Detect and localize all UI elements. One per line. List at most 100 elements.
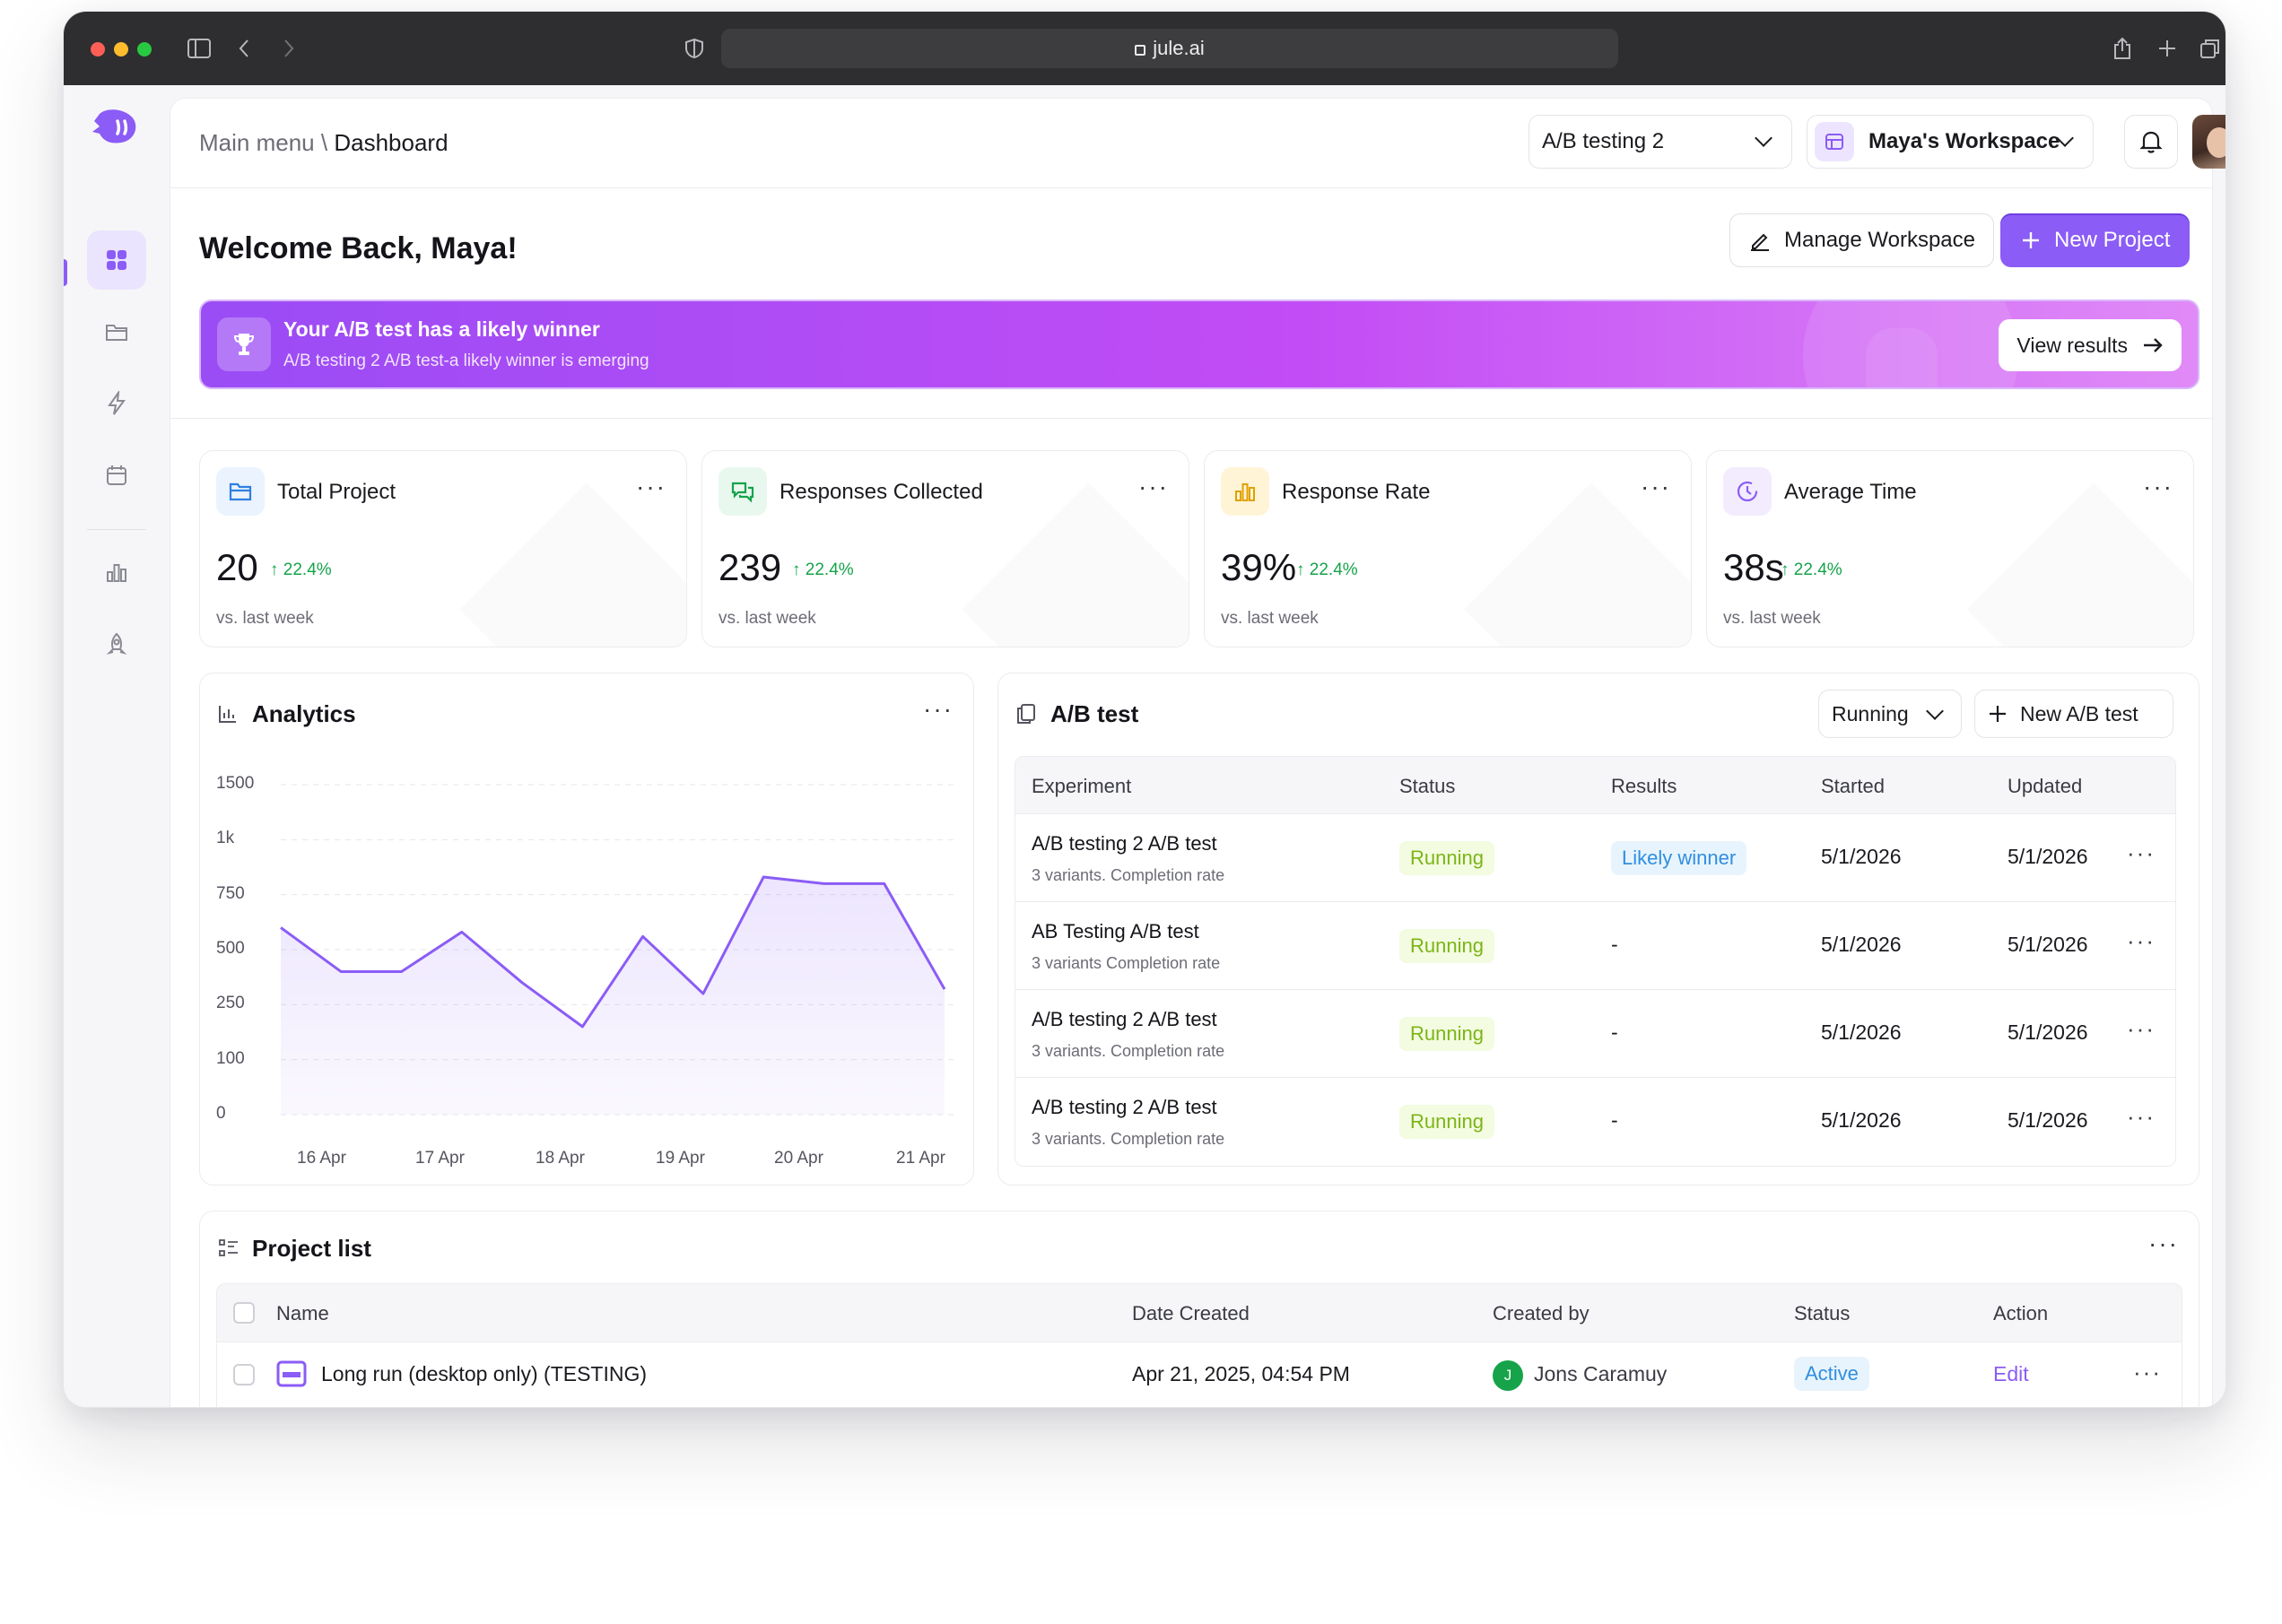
stat-label: Total Project [277, 480, 396, 504]
column-header[interactable]: Action [1993, 1302, 2049, 1324]
app-shell: Main menu \ Dashboard A/B testing 2 Maya… [64, 85, 2225, 1407]
result-value: - [1611, 1108, 1618, 1132]
experiment-name[interactable]: A/B testing 2 A/B test [1032, 832, 1217, 855]
notifications-button[interactable] [2124, 115, 2178, 169]
table-row[interactable]: Long run (desktop only) (TESTING) Apr 21… [216, 1342, 2182, 1407]
column-header[interactable]: Results [1611, 775, 1677, 797]
new-tab-icon[interactable] [2154, 35, 2181, 62]
lock-icon [1135, 45, 1146, 56]
stat-footnote: vs. last week [1723, 609, 1821, 628]
stat-card-total-project: Total Project ··· 20 ↑ 22.4% vs. last we… [199, 450, 687, 647]
view-results-button[interactable]: View results [1999, 319, 2182, 371]
started-date: 5/1/2026 [1821, 1108, 1902, 1132]
more-options-button[interactable]: ··· [1641, 473, 1671, 500]
workspace-icon [1815, 122, 1854, 161]
more-options-button[interactable]: ··· [1138, 473, 1169, 500]
browser-window: jule.ai [63, 11, 2226, 1408]
experiment-name[interactable]: AB Testing A/B test [1032, 920, 1199, 942]
workspace-select[interactable]: Maya's Workspace [1807, 115, 2094, 169]
experiment-name[interactable]: A/B testing 2 A/B test [1032, 1008, 1217, 1030]
dashboard-icon [107, 250, 126, 270]
breadcrumb-current: Dashboard [334, 129, 449, 156]
row-more-button[interactable]: ··· [2127, 1103, 2156, 1130]
stat-footnote: vs. last week [216, 609, 314, 628]
stat-footnote: vs. last week [1221, 609, 1319, 628]
new-ab-test-label: New A/B test [2020, 701, 2138, 725]
nav-projects[interactable] [87, 302, 146, 361]
nav-automations[interactable] [87, 374, 146, 433]
new-project-button[interactable]: New Project [2000, 213, 2191, 267]
project-name[interactable]: Long run (desktop only) (TESTING) [321, 1362, 648, 1385]
status-badge: Running [1399, 1017, 1494, 1051]
user-avatar[interactable] [2192, 115, 2225, 169]
nav-reports[interactable] [87, 543, 146, 602]
view-results-label: View results [2016, 333, 2128, 357]
clock-icon [1723, 467, 1772, 516]
stat-change-value: 22.4% [1793, 560, 1842, 579]
share-icon[interactable] [2109, 35, 2136, 62]
chevron-down-icon [1926, 702, 1944, 720]
sidebar-toggle-icon[interactable] [186, 35, 213, 62]
minimize-window-button[interactable] [114, 42, 128, 56]
row-more-button[interactable]: ··· [2127, 927, 2156, 954]
shield-icon[interactable] [681, 35, 708, 62]
experiment-detail: 3 variants Completion rate [1032, 954, 1221, 972]
column-header[interactable]: Updated [2008, 775, 2083, 797]
ab-status-filter-value: Running [1832, 701, 1909, 725]
table-row[interactable]: A/B testing 2 A/B test 3 variants. Compl… [1015, 990, 2175, 1078]
more-options-button[interactable]: ··· [636, 473, 666, 500]
chart-icon [219, 706, 236, 723]
card-decoration [1464, 482, 1691, 647]
select-all-checkbox[interactable] [233, 1302, 255, 1324]
new-ab-test-button[interactable]: New A/B test [1974, 690, 2173, 738]
nav-launch[interactable] [87, 614, 146, 673]
table-row[interactable]: AB Testing A/B test 3 variants Completio… [1015, 902, 2175, 990]
breadcrumb-root[interactable]: Main menu [199, 129, 315, 156]
tabs-overview-icon[interactable] [2197, 35, 2224, 62]
forward-icon[interactable] [275, 35, 302, 62]
stat-footnote: vs. last week [719, 609, 816, 628]
zoom-window-button[interactable] [137, 42, 152, 56]
table-row[interactable]: A/B testing 2 A/B test 3 variants. Compl… [1015, 814, 2175, 902]
x-tick-label: 16 Apr [297, 1149, 346, 1168]
experiment-name[interactable]: A/B testing 2 A/B test [1032, 1096, 1217, 1118]
more-options-button[interactable]: ··· [2143, 473, 2173, 500]
ab-test-title: A/B test [1050, 700, 1139, 727]
y-tick-label: 1k [216, 829, 235, 848]
column-header[interactable]: Created by [1493, 1302, 1590, 1324]
updated-date: 5/1/2026 [2008, 1108, 2088, 1132]
nav-dashboard[interactable] [87, 230, 146, 290]
more-options-button[interactable]: ··· [2148, 1229, 2179, 1257]
row-more-button[interactable]: ··· [2127, 1015, 2156, 1042]
nav-calendar[interactable] [87, 446, 146, 505]
breadcrumb: Main menu \ Dashboard [199, 129, 449, 157]
manage-workspace-button[interactable]: Manage Workspace [1729, 213, 1994, 267]
column-header[interactable]: Date Created [1132, 1302, 1250, 1324]
table-row[interactable]: A/B testing 2 A/B test 3 variants. Compl… [1015, 1078, 2175, 1166]
ab-status-filter[interactable]: Running [1818, 690, 1962, 738]
row-checkbox[interactable] [233, 1364, 255, 1385]
more-options-button[interactable]: ··· [923, 695, 954, 723]
y-tick-label: 250 [216, 994, 245, 1013]
jule-logo[interactable] [91, 105, 141, 148]
status-badge: Active [1794, 1357, 1869, 1391]
column-header[interactable]: Started [1821, 775, 1885, 797]
address-bar[interactable]: jule.ai [721, 29, 1618, 68]
ab-test-table: Experiment Status Results Started Update… [1015, 756, 2176, 1167]
y-tick-label: 100 [216, 1048, 245, 1068]
column-header[interactable]: Name [276, 1302, 329, 1324]
document-copy-icon [1017, 704, 1035, 724]
list-icon [219, 1239, 238, 1256]
edit-link[interactable]: Edit [1993, 1362, 2029, 1385]
column-header[interactable]: Status [1399, 775, 1456, 797]
test-select[interactable]: A/B testing 2 [1529, 115, 1792, 169]
row-more-button[interactable]: ··· [2133, 1359, 2162, 1385]
stat-value: 20 [216, 546, 258, 588]
row-more-button[interactable]: ··· [2127, 839, 2156, 866]
analytics-card: Analytics ··· 1500 1k 750 500 250 100 0 16 Apr… [199, 673, 974, 1185]
column-header[interactable]: Status [1794, 1302, 1851, 1324]
column-header[interactable]: Experiment [1032, 775, 1132, 797]
close-window-button[interactable] [91, 42, 105, 56]
y-tick-label: 750 [216, 883, 245, 903]
back-icon[interactable] [231, 35, 257, 62]
